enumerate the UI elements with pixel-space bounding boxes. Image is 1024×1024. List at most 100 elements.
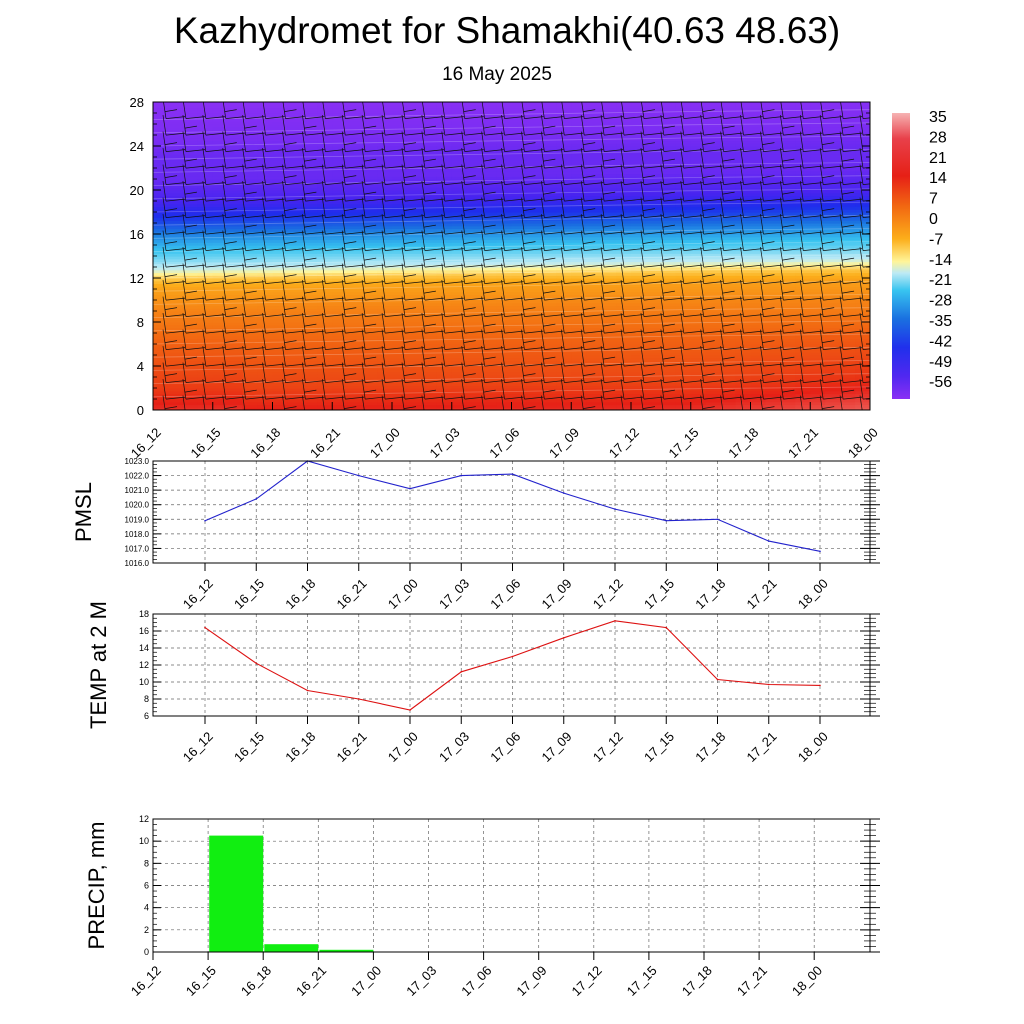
wind-barb — [441, 164, 464, 185]
wind-barb — [720, 329, 743, 350]
wind-barb — [819, 395, 835, 410]
wind-barb — [740, 102, 763, 119]
x-tick-label: 17_09 — [538, 576, 574, 612]
wind-barb — [581, 102, 604, 119]
wind-barb — [541, 346, 564, 367]
x-tick-label: 17_00 — [348, 963, 384, 999]
x-tick-label: 17_15 — [665, 425, 701, 461]
wind-barb — [660, 148, 683, 169]
wind-barb — [381, 362, 405, 383]
data-point — [819, 550, 821, 553]
wind-barb — [859, 296, 870, 317]
wind-barb — [819, 313, 843, 334]
wind-barb — [481, 263, 504, 284]
y-tick-label: 12 — [139, 814, 149, 824]
wind-barb — [779, 247, 803, 268]
wind-barb — [421, 181, 444, 202]
wind-barb — [202, 362, 225, 383]
wind-barb — [222, 346, 245, 367]
wind-barb — [481, 313, 504, 334]
wind-barb — [600, 148, 624, 169]
wind-barb — [162, 313, 186, 334]
wind-barb — [600, 280, 624, 301]
wind-barb — [660, 247, 683, 268]
y-tick-label: 24 — [130, 139, 144, 154]
wind-barb — [341, 181, 365, 202]
y-tick-label: 10 — [139, 677, 149, 687]
wind-barb — [839, 181, 863, 202]
wind-barb — [760, 102, 783, 119]
wind-barb — [461, 131, 484, 152]
wind-barb — [501, 148, 524, 169]
wind-barb — [162, 362, 186, 383]
wind-barb — [560, 379, 584, 400]
wind-barb — [421, 214, 444, 235]
wind-barb — [760, 131, 783, 152]
wind-barb — [202, 115, 225, 136]
wind-barb — [361, 395, 365, 410]
wind-barb — [361, 148, 385, 169]
wind-barb — [580, 197, 604, 218]
wind-barb — [800, 102, 823, 119]
wind-barb — [560, 346, 584, 367]
wind-barb — [799, 148, 823, 169]
data-point — [204, 519, 206, 522]
colorbar-label: -28 — [929, 293, 952, 310]
wind-barb — [680, 115, 703, 136]
x-tick-label: 17_21 — [734, 963, 770, 999]
wind-barb — [262, 247, 285, 268]
wind-barb — [720, 313, 743, 334]
wind-barb — [182, 164, 205, 185]
wind-barb — [302, 395, 305, 410]
y-tick-label: 18 — [139, 609, 149, 619]
wind-barb — [401, 214, 425, 235]
wind-barb — [401, 280, 425, 301]
x-tick-label: 17_00 — [367, 425, 403, 461]
wind-barb — [341, 395, 357, 410]
wind-barb — [600, 395, 604, 410]
wind-barb — [720, 181, 743, 202]
wind-barb — [541, 197, 564, 218]
wind-barb — [640, 247, 663, 268]
wind-barb — [641, 102, 663, 119]
y-tick-label: 16 — [139, 626, 149, 636]
wind-barb — [481, 181, 504, 202]
y-tick-label: 14 — [139, 643, 149, 653]
wind-barb — [282, 131, 305, 152]
wind-barb — [321, 379, 345, 400]
wind-barb — [521, 214, 544, 235]
wind-barb — [779, 164, 803, 185]
wind-barb — [600, 197, 624, 218]
wind-barb — [660, 395, 664, 410]
wind-barb — [580, 329, 604, 350]
wind-barb — [162, 230, 186, 251]
data-point — [562, 637, 565, 639]
wind-barb — [401, 329, 425, 350]
wind-barb — [700, 395, 715, 410]
wind-barb — [381, 395, 385, 410]
wind-barb — [760, 362, 783, 383]
wind-barb — [321, 214, 345, 235]
wind-barb — [262, 214, 285, 235]
y-tick-label: 12 — [139, 660, 149, 670]
wind-barb — [361, 280, 385, 301]
wind-barb — [302, 313, 325, 334]
wind-barb — [441, 102, 464, 119]
x-tick-label: 16_21 — [333, 576, 369, 612]
wind-barb — [302, 280, 325, 301]
wind-barb — [600, 230, 624, 251]
wind-barb — [760, 115, 783, 136]
wind-barb — [162, 197, 186, 218]
wind-barb — [640, 230, 663, 251]
wind-barb — [740, 329, 763, 350]
wind-barb — [282, 197, 305, 218]
wind-barb — [839, 148, 863, 169]
wind-barb — [740, 313, 763, 334]
colorbar-label: -14 — [929, 252, 952, 269]
wind-barb — [441, 247, 464, 268]
wind-barb — [441, 115, 464, 136]
wind-barb — [222, 379, 245, 400]
wind-barb — [620, 131, 644, 152]
wind-barb — [361, 164, 385, 185]
wind-barb — [182, 263, 205, 284]
